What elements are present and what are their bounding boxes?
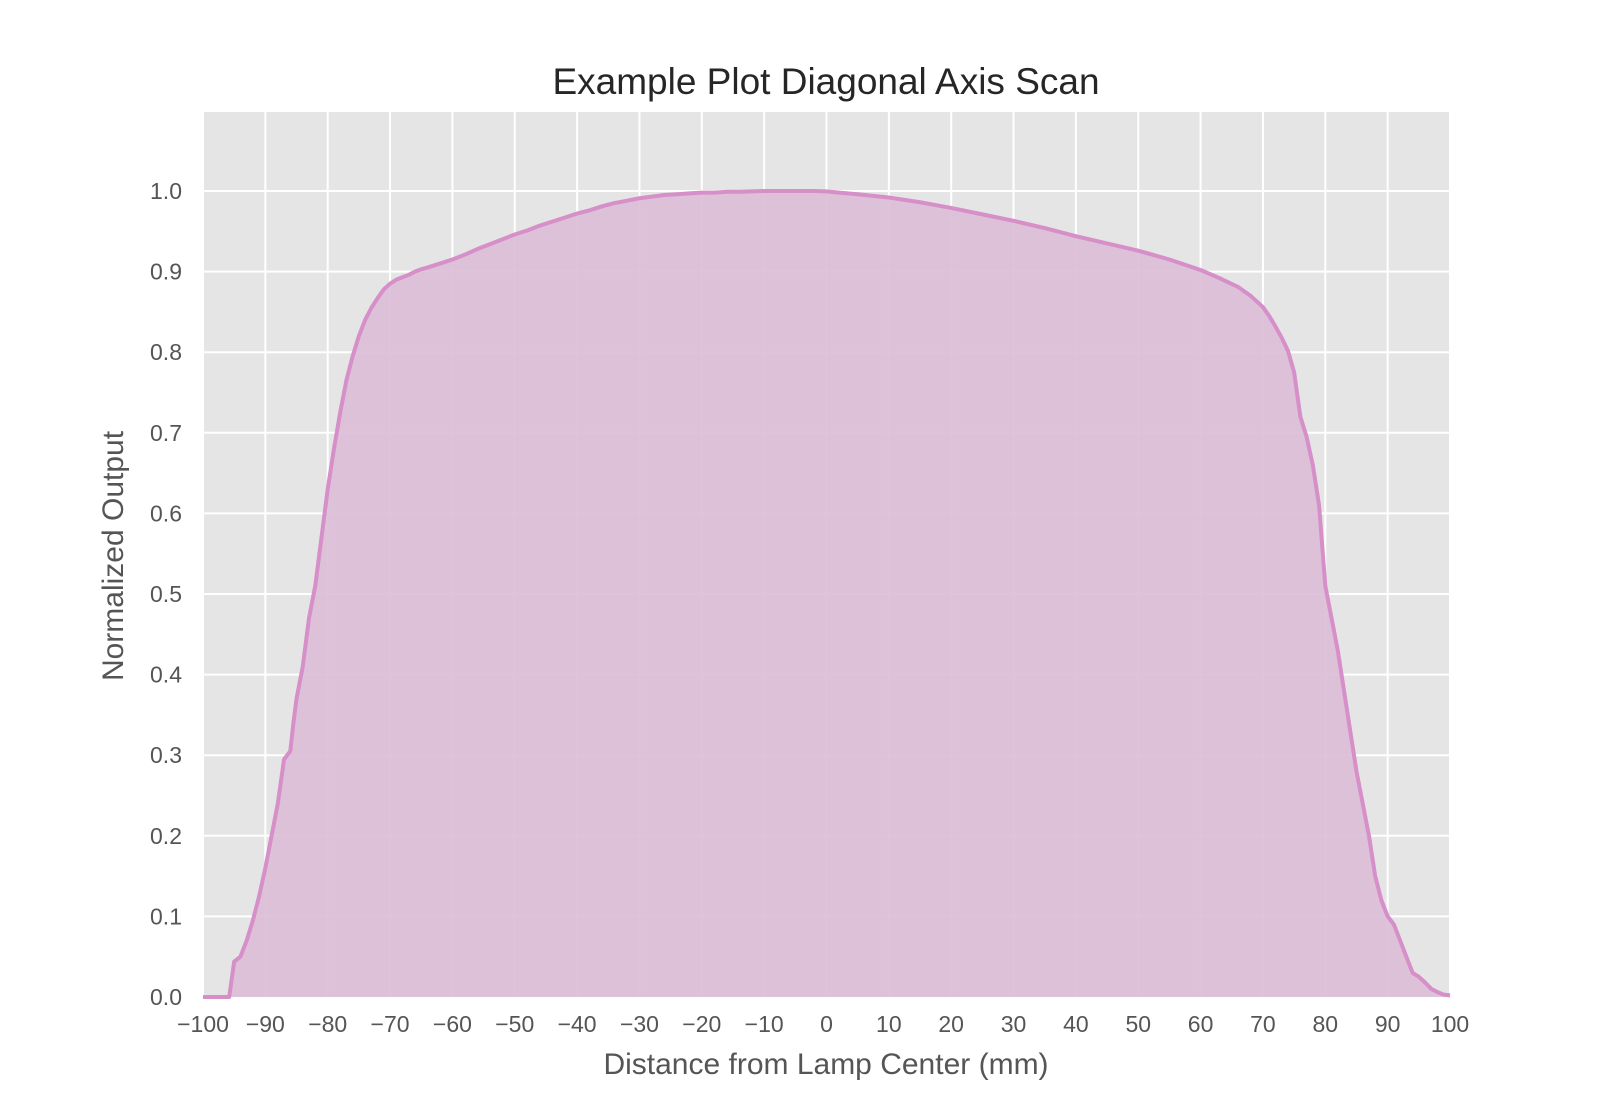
- x-tick-label: 30: [1001, 1011, 1027, 1037]
- y-tick-label: 0.1: [150, 903, 182, 929]
- x-tick-label: −30: [620, 1011, 659, 1037]
- x-tick-label: −10: [745, 1011, 784, 1037]
- y-tick-label: 0.3: [150, 742, 182, 768]
- y-axis-ticks: 0.0 0.1 0.2 0.3 0.4 0.5 0.6 0.7 0.8 0.9 1.0: [150, 178, 182, 1010]
- y-tick-label: 0.8: [150, 339, 182, 365]
- series-line: [203, 189, 1451, 999]
- x-tick-label: −50: [495, 1011, 534, 1037]
- y-tick-label: 0.4: [150, 662, 182, 688]
- x-tick-label: −20: [682, 1011, 721, 1037]
- x-tick-label: 20: [938, 1011, 964, 1037]
- x-axis-label: Distance from Lamp Center (mm): [603, 1048, 1048, 1081]
- y-tick-label: 0.7: [150, 420, 182, 446]
- y-tick-label: 0.6: [150, 500, 182, 526]
- x-tick-label: 10: [876, 1011, 902, 1037]
- x-tick-label: 80: [1313, 1011, 1339, 1037]
- y-tick-label: 0.9: [150, 259, 182, 285]
- y-tick-label: 0.0: [150, 984, 182, 1010]
- y-tick-label: 0.5: [150, 581, 182, 607]
- x-tick-label: −40: [558, 1011, 597, 1037]
- y-axis-label: Normalized Output: [97, 430, 130, 681]
- y-tick-label: 1.0: [150, 178, 182, 204]
- x-tick-label: 70: [1250, 1011, 1276, 1037]
- x-tick-label: −90: [246, 1011, 285, 1037]
- x-tick-label: −70: [371, 1011, 410, 1037]
- y-tick-label: 0.2: [150, 823, 182, 849]
- x-tick-label: 40: [1063, 1011, 1089, 1037]
- area-fill: [203, 191, 1450, 997]
- x-tick-label: −80: [308, 1011, 347, 1037]
- x-tick-label: −60: [433, 1011, 472, 1037]
- x-axis-ticks: −100 −90 −80 −70 −60 −50 −40 −30 −20 −10 0 10 20 30 40…: [177, 1011, 1469, 1037]
- x-tick-label: −100: [177, 1011, 229, 1037]
- x-tick-label: 90: [1375, 1011, 1401, 1037]
- chart-title: Example Plot Diagonal Axis Scan: [552, 61, 1099, 102]
- x-tick-label: 60: [1188, 1011, 1214, 1037]
- x-tick-label: 50: [1125, 1011, 1151, 1037]
- x-tick-label: 100: [1431, 1011, 1469, 1037]
- x-tick-label: 0: [820, 1011, 833, 1037]
